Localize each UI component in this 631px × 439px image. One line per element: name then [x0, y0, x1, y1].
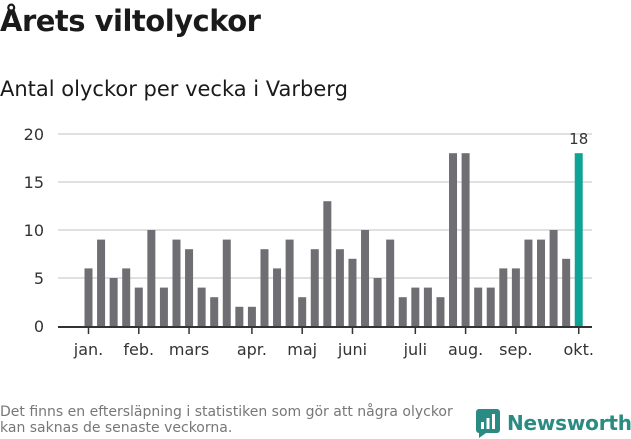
bar — [147, 230, 156, 326]
x-tick-label: juni — [337, 340, 367, 359]
bar — [84, 268, 93, 326]
chart-title: Årets viltolyckor — [0, 4, 261, 38]
chart-subtitle: Antal olyckor per vecka i Varberg — [0, 77, 348, 101]
bar — [285, 239, 294, 326]
bar — [210, 297, 219, 326]
x-tick-label: jan. — [73, 340, 103, 359]
y-tick-label: 15 — [24, 173, 44, 192]
bar — [159, 287, 168, 326]
bar — [411, 287, 420, 326]
x-tick-label: aug. — [448, 340, 483, 359]
x-tick-label: okt. — [564, 340, 594, 359]
bar — [562, 258, 571, 326]
footnote: Det finns en eftersläpning i statistiken… — [0, 404, 453, 436]
bar — [235, 306, 244, 326]
newsworthy-logo-icon — [476, 408, 500, 438]
y-tick-label: 20 — [24, 125, 44, 144]
bar — [222, 239, 231, 326]
bar — [549, 230, 558, 326]
bar — [474, 287, 483, 326]
data-label: 18 — [569, 130, 588, 148]
y-tick-label: 10 — [24, 221, 44, 240]
x-tick-label: mars — [169, 340, 209, 359]
bar — [537, 239, 546, 326]
x-tick-label: sep. — [499, 340, 532, 359]
x-tick-label: apr. — [237, 340, 267, 359]
x-tick-label: feb. — [123, 340, 154, 359]
bar — [134, 287, 143, 326]
brand-logo: Newsworthy — [476, 408, 631, 438]
bar — [247, 306, 256, 326]
bar — [398, 297, 407, 326]
bar — [436, 297, 445, 326]
bar — [197, 287, 206, 326]
bar — [323, 201, 332, 326]
bar — [361, 230, 370, 326]
bar — [511, 268, 520, 326]
bar — [524, 239, 533, 326]
x-tick-label: maj — [287, 340, 317, 359]
y-tick-label: 5 — [34, 269, 44, 288]
bar — [461, 153, 470, 326]
bar — [122, 268, 131, 326]
bar — [260, 249, 269, 326]
brand-name: Newsworthy — [507, 411, 631, 435]
bar — [386, 239, 395, 326]
bar — [449, 153, 458, 326]
y-tick-label: 0 — [34, 317, 44, 336]
bar — [348, 258, 357, 326]
bar — [273, 268, 282, 326]
bar-chart: 0 5 10 15 20 18 jan. feb. mars apr. maj juni juli aug… — [24, 125, 594, 359]
bar — [298, 297, 307, 326]
bar-highlight — [574, 153, 583, 326]
bar — [310, 249, 319, 326]
bar — [97, 239, 106, 326]
x-tick-label: juli — [403, 340, 427, 359]
bar — [486, 287, 495, 326]
bar — [423, 287, 432, 326]
bar — [109, 278, 118, 326]
bar — [335, 249, 344, 326]
bar — [185, 249, 194, 326]
bar — [172, 239, 181, 326]
bar — [499, 268, 508, 326]
bar — [373, 278, 382, 326]
